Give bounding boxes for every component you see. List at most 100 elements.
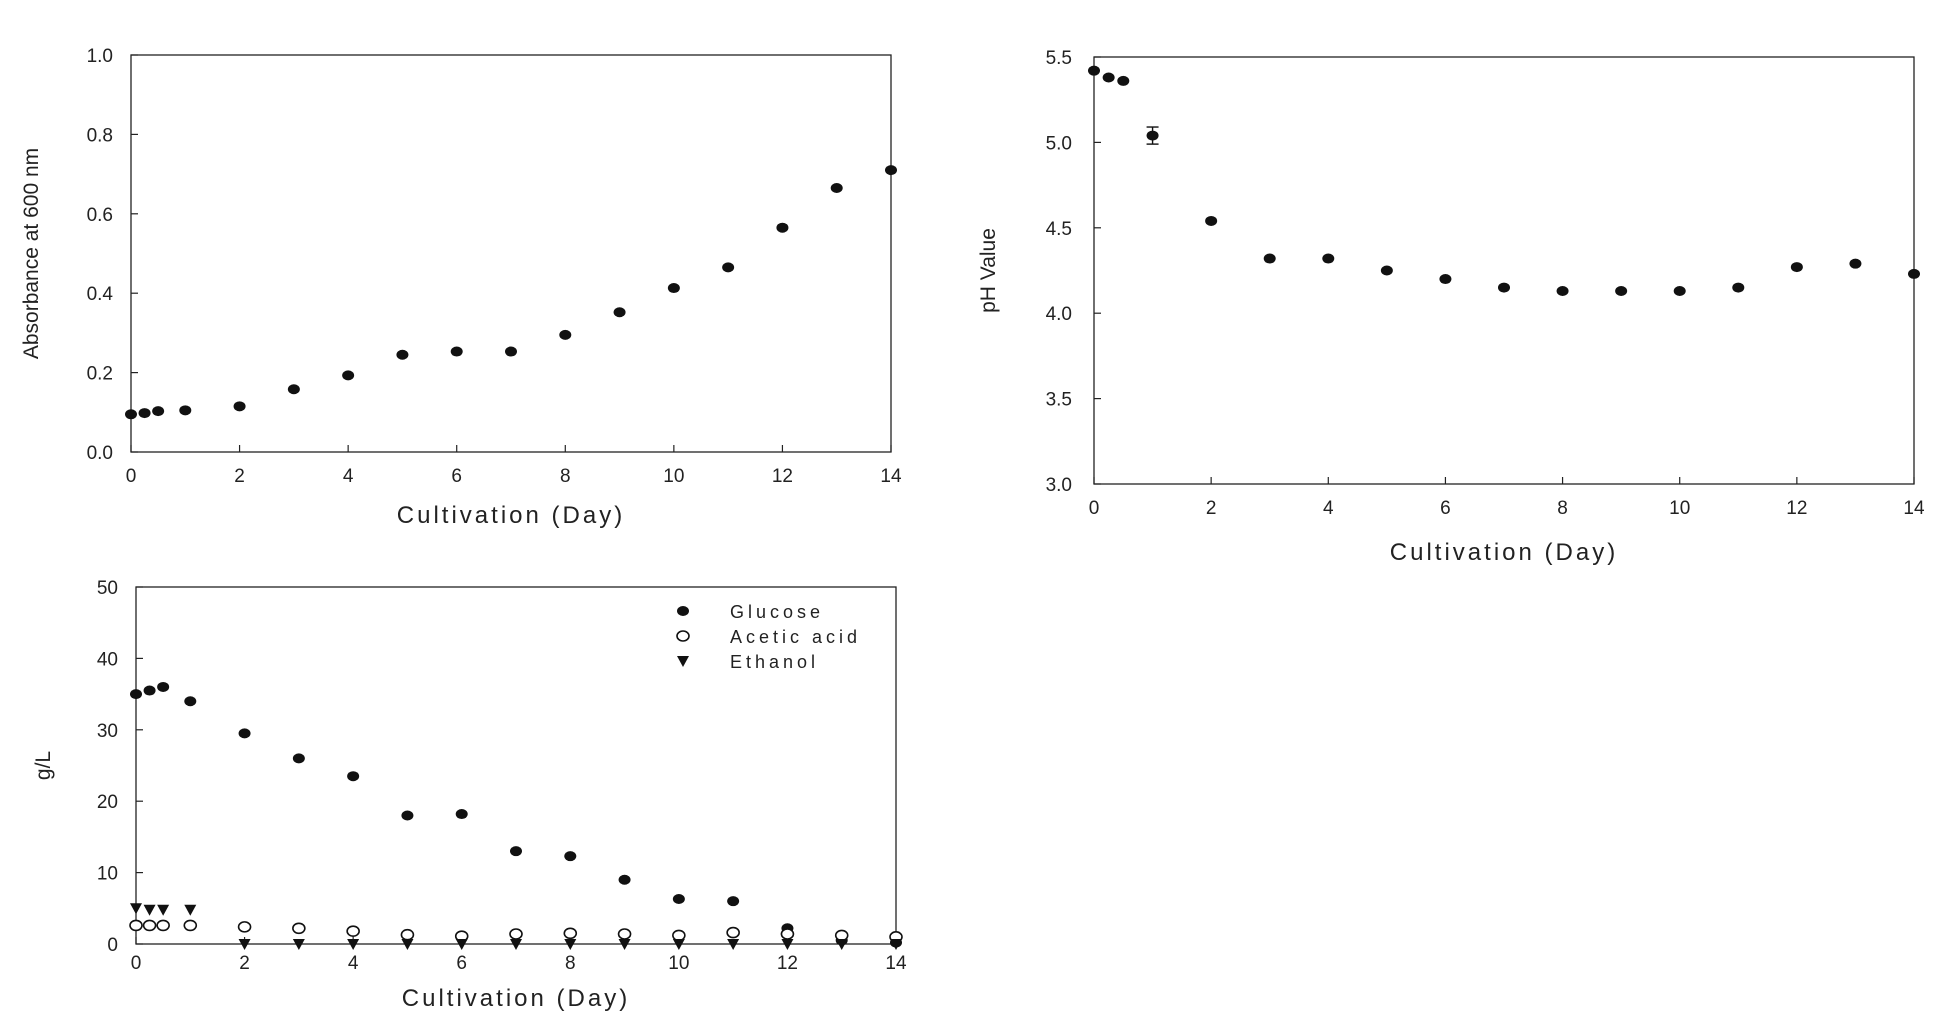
y-tick-label: 0.4 bbox=[87, 284, 114, 305]
data-point bbox=[722, 262, 735, 273]
y-tick-label: 4.0 bbox=[1046, 304, 1072, 325]
data-point bbox=[130, 689, 142, 700]
y-tick-label: 5.5 bbox=[1046, 48, 1072, 69]
legend-marker bbox=[677, 656, 689, 667]
x-tick-label: 2 bbox=[1206, 498, 1217, 519]
data-point bbox=[727, 896, 740, 907]
x-tick-label: 0 bbox=[126, 466, 137, 487]
x-tick-label: 12 bbox=[1786, 498, 1807, 519]
x-tick-label: 4 bbox=[348, 953, 359, 974]
y-axis-title: Absorbance at 600 nm bbox=[20, 148, 43, 359]
data-point bbox=[564, 939, 577, 950]
y-tick-label: 30 bbox=[97, 721, 118, 742]
legend: Glucose Acetic acid Ethanol bbox=[676, 602, 861, 672]
data-point bbox=[129, 919, 143, 932]
y-tick-label: 10 bbox=[97, 864, 118, 885]
data-point bbox=[1146, 130, 1159, 141]
data-point bbox=[509, 928, 523, 940]
absorbance-chart: 0.0 0.2 0.4 0.6 0.8 1.0 0 2 4 6 8 10 12 14 Cultivation… bbox=[20, 46, 902, 529]
data-point bbox=[727, 939, 740, 950]
data-point bbox=[1205, 215, 1218, 226]
x-tick-label: 0 bbox=[131, 953, 142, 974]
data-point bbox=[455, 809, 468, 820]
data-point bbox=[342, 370, 355, 381]
data-point bbox=[672, 939, 685, 950]
y-tick-label: 50 bbox=[97, 578, 118, 599]
data-point bbox=[1498, 282, 1510, 293]
x-tick-label: 10 bbox=[668, 953, 689, 974]
legend-label: Ethanol bbox=[730, 652, 819, 672]
data-point bbox=[401, 939, 414, 950]
legend-label: Acetic acid bbox=[730, 627, 861, 647]
x-tick-label: 8 bbox=[1557, 498, 1568, 519]
data-point bbox=[1908, 268, 1920, 279]
data-point bbox=[885, 165, 897, 176]
x-axis-title: Cultivation (Day) bbox=[397, 502, 625, 529]
y-tick-label: 3.0 bbox=[1046, 475, 1072, 496]
data-point bbox=[179, 405, 192, 416]
legend-marker bbox=[676, 630, 690, 642]
x-tick-label: 6 bbox=[456, 953, 467, 974]
data-point bbox=[672, 894, 685, 905]
metabolites-chart: 0 10 20 30 40 50 0 2 4 6 8 10 12 14 Cultivation (Day) g… bbox=[32, 578, 907, 1012]
series-glucose bbox=[130, 681, 902, 948]
data-point bbox=[347, 771, 360, 782]
data-point bbox=[237, 921, 252, 933]
y-tick-label: 20 bbox=[97, 792, 118, 813]
data-point bbox=[890, 939, 902, 950]
data-point bbox=[233, 401, 246, 412]
data-point bbox=[396, 349, 409, 360]
data-point bbox=[287, 384, 300, 395]
data-point bbox=[1088, 65, 1100, 76]
x-tick-label: 4 bbox=[1323, 498, 1334, 519]
data-point bbox=[776, 222, 789, 233]
data-point bbox=[613, 307, 626, 318]
data-point bbox=[292, 922, 306, 935]
data-point bbox=[672, 929, 686, 942]
x-tick-label: 8 bbox=[560, 466, 571, 487]
x-tick-label: 6 bbox=[451, 466, 462, 487]
y-tick-label: 0.0 bbox=[87, 443, 113, 464]
data-point bbox=[400, 928, 415, 941]
data-point bbox=[238, 939, 251, 950]
data-point bbox=[455, 939, 468, 950]
data-point bbox=[142, 919, 157, 932]
data-point bbox=[292, 939, 305, 950]
x-tick-label: 12 bbox=[772, 466, 793, 487]
plot-frame bbox=[130, 54, 892, 453]
data-point bbox=[835, 939, 848, 950]
x-tick-label: 12 bbox=[777, 953, 798, 974]
data-point bbox=[347, 939, 360, 950]
ph-chart: 3.0 3.5 4.0 4.5 5.0 5.5 0 2 4 6 8 10 12 14 Cultivation… bbox=[977, 48, 1925, 566]
data-point bbox=[130, 903, 142, 915]
x-tick-label: 14 bbox=[885, 953, 907, 974]
x-axis-title: Cultivation (Day) bbox=[1390, 539, 1618, 566]
data-point bbox=[564, 851, 577, 862]
data-point bbox=[617, 928, 632, 940]
data-point bbox=[1263, 253, 1276, 264]
data-point bbox=[780, 928, 795, 940]
data-point bbox=[401, 810, 414, 821]
data-point bbox=[1439, 274, 1452, 285]
y-axis-title: pH Value bbox=[977, 228, 1000, 313]
data-point bbox=[667, 283, 680, 294]
data-point bbox=[157, 681, 170, 692]
data-point bbox=[183, 919, 198, 932]
data-point bbox=[1102, 72, 1115, 83]
legend-label: Glucose bbox=[730, 602, 824, 622]
data-point bbox=[559, 329, 572, 340]
data-point bbox=[834, 929, 849, 942]
data-point bbox=[152, 406, 165, 417]
data-point bbox=[510, 939, 522, 950]
data-point bbox=[238, 728, 251, 739]
data-point bbox=[726, 926, 740, 939]
data-point bbox=[618, 874, 631, 885]
series-ph bbox=[1088, 65, 1920, 296]
data-point bbox=[450, 346, 463, 357]
data-point bbox=[157, 904, 170, 916]
series-absorbance bbox=[125, 165, 897, 420]
x-tick-label: 2 bbox=[234, 466, 245, 487]
x-tick-label: 14 bbox=[880, 466, 902, 487]
data-point bbox=[1790, 262, 1803, 273]
